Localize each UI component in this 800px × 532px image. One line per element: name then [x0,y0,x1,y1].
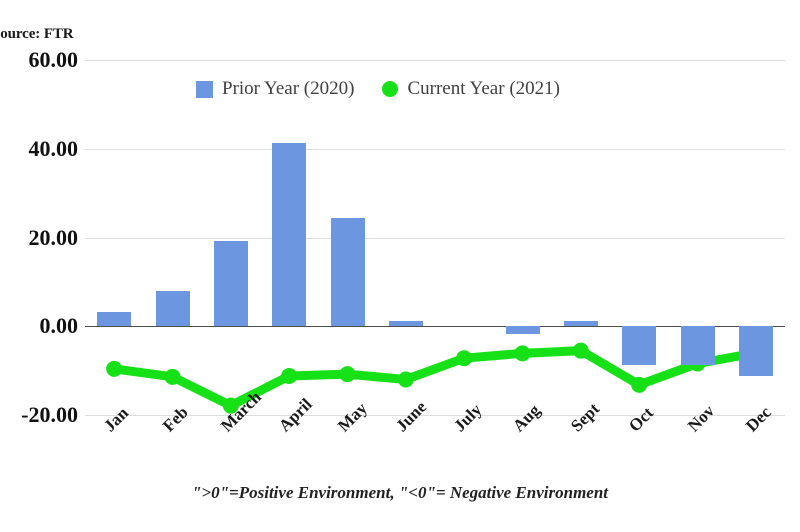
bar-aug[interactable] [505,326,540,334]
bar-june[interactable] [388,320,423,327]
bar-feb[interactable] [155,291,190,327]
bar-sept[interactable] [563,320,598,327]
square-swatch-icon [196,80,213,98]
line-marker-oct[interactable] [631,376,648,393]
chart-caption: ">0"=Positive Environment, "<0"= Negativ… [191,483,609,502]
gridline [85,237,785,239]
zero-axis-line [85,326,785,328]
current-year-polyline [109,346,761,411]
line-marker-jan[interactable] [106,360,123,377]
circle-dot-icon [382,81,399,97]
bar-may[interactable] [330,217,365,327]
legend-item-prior-year-label: Prior Year (2020) [222,78,355,99]
line-marker-april[interactable] [281,367,298,384]
line-marker-june[interactable] [397,371,414,388]
bar-oct[interactable] [622,326,657,365]
line-marker-aug[interactable] [514,345,531,362]
line-marker-may[interactable] [339,366,356,383]
line-marker-feb[interactable] [164,368,181,385]
y-axis-tick-label: 0.00 [39,313,79,339]
bar-dec[interactable] [738,326,773,376]
line-marker-july[interactable] [456,350,473,367]
bar-march[interactable] [213,240,248,327]
gridline [85,415,785,416]
legend-item-prior-year[interactable]: Prior Year (2020) [196,78,354,100]
bar-april[interactable] [272,142,307,327]
bar-nov[interactable] [680,326,715,365]
chart-legend: Prior Year (2020) Current Year (2021) [196,78,560,100]
y-axis-tick-label: -20.00 [21,402,78,427]
legend-item-current-year-label: Current Year (2021) [407,78,560,99]
y-axis-tick-label: 40.00 [28,135,79,161]
bar-jan[interactable] [97,312,132,327]
y-axis-tick-label: 20.00 [28,224,79,250]
line-marker-march[interactable] [222,397,239,414]
y-axis-tick-label: 60.00 [28,47,79,72]
legend-item-current-year[interactable]: Current Year (2021) [382,78,560,100]
gridline [85,60,785,61]
gridline [85,148,785,150]
line-marker-sept[interactable] [572,342,589,359]
source-note: Source: FTR [0,26,74,42]
plot-area [85,60,785,416]
